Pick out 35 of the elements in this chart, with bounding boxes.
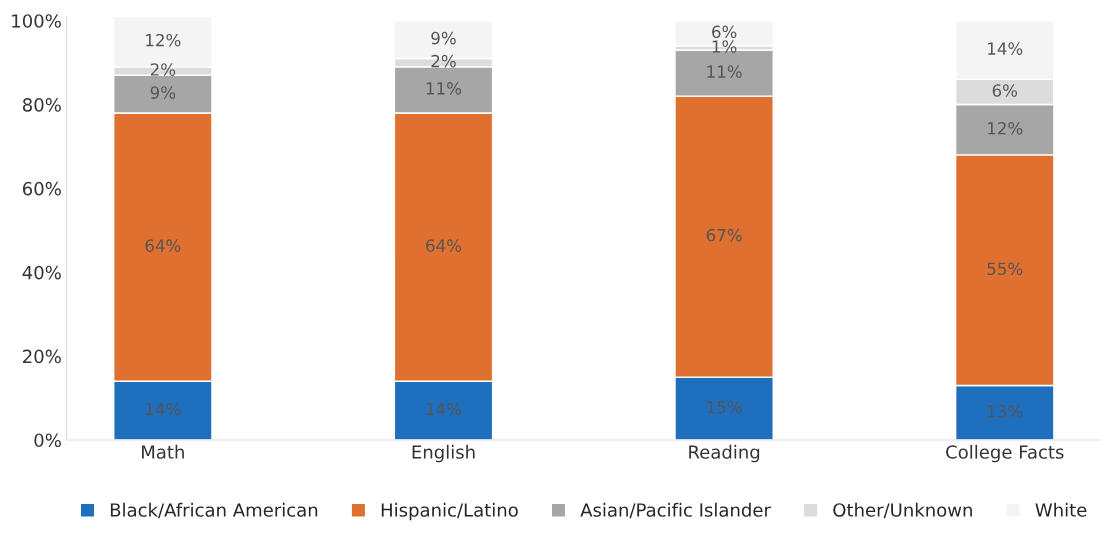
- y-tick-label: 0%: [34, 433, 61, 448]
- data-label: 67%: [706, 228, 742, 242]
- x-tick-label: Math: [142, 444, 184, 459]
- data-label: 13%: [988, 404, 1023, 418]
- data-label: 6%: [712, 25, 737, 39]
- data-label: 64%: [145, 239, 181, 252]
- data-label: 12%: [146, 33, 181, 47]
- y-tick-label: 20%: [23, 349, 61, 364]
- data-label: 11%: [707, 65, 742, 78]
- data-label: 11%: [426, 82, 462, 95]
- data-label: 14%: [426, 402, 462, 416]
- x-tick-label: Reading: [689, 444, 760, 463]
- legend-label: Hispanic/Latino: [381, 502, 518, 521]
- data-label: 12%: [988, 121, 1023, 135]
- data-label: 14%: [988, 42, 1023, 55]
- data-label: 2%: [431, 54, 456, 68]
- y-tick-label: 40%: [22, 265, 61, 280]
- data-label: 1%: [712, 40, 737, 53]
- legend-label: Asian/Pacific Islander: [580, 502, 771, 519]
- y-tick-label: 60%: [22, 181, 61, 196]
- data-label: 64%: [426, 239, 462, 252]
- x-tick-label: English: [412, 444, 475, 463]
- data-label: 2%: [150, 63, 176, 76]
- x-tick-label: College Facts: [946, 444, 1064, 463]
- data-label: 6%: [992, 84, 1018, 97]
- y-tick-label: 80%: [22, 98, 61, 112]
- data-label: 55%: [987, 262, 1023, 276]
- data-label: 9%: [150, 86, 176, 99]
- y-tick-label: 100%: [12, 14, 61, 28]
- legend-label: Black/African American: [110, 502, 318, 519]
- data-label: 15%: [707, 400, 742, 414]
- legend-label: White: [1035, 502, 1087, 517]
- data-label: 14%: [146, 402, 181, 416]
- data-label: 9%: [431, 31, 456, 45]
- legend-label: Other/Unknown: [833, 502, 972, 519]
